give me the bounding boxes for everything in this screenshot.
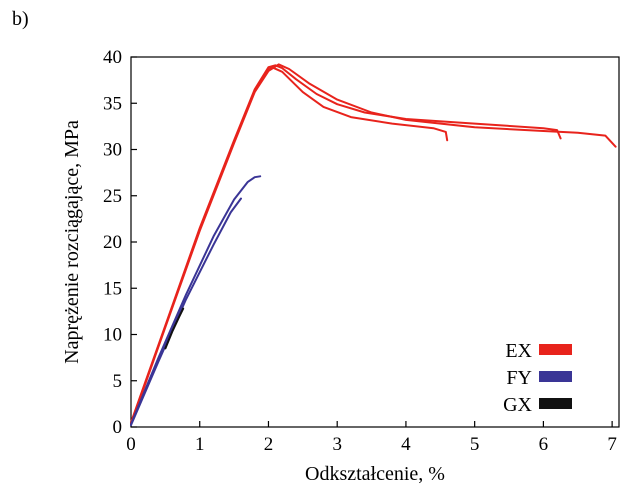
y-tick-label: 5: [113, 371, 123, 392]
x-tick-label: 3: [332, 434, 342, 455]
series-curve-fy: [130, 175, 262, 426]
x-tick-label: 7: [607, 434, 617, 455]
ticks-group: [130, 56, 613, 428]
legend-swatch-fy: [539, 371, 572, 382]
series-curve-fy: [130, 197, 242, 427]
tick-labels-group: 0 1 2 3 4 5 6 7 0 5 10 15 20 25 30 35 40: [103, 47, 617, 455]
y-tick-label: 20: [103, 232, 122, 253]
legend-label-fy: FY: [506, 367, 532, 389]
x-tick-label: 6: [539, 434, 549, 455]
series-curve-gx: [164, 307, 185, 350]
y-tick-label: 40: [103, 47, 122, 68]
y-tick-label: 0: [113, 417, 123, 438]
y-tick-label: 30: [103, 140, 122, 161]
series-curve-ex: [130, 66, 449, 425]
x-tick-label: 1: [195, 434, 205, 455]
legend-label-gx: GX: [503, 394, 532, 416]
y-tick-label: 35: [103, 93, 122, 114]
legend-group: EX FY GX: [503, 340, 572, 416]
y-tick-label: 25: [103, 186, 122, 207]
x-tick-label: 2: [264, 434, 274, 455]
x-axis-title: Odkształcenie, %: [305, 463, 445, 485]
legend-label-ex: EX: [505, 340, 532, 362]
y-tick-label: 15: [103, 278, 122, 299]
curves-group: [130, 63, 617, 427]
x-tick-label: 4: [401, 434, 411, 455]
y-axis-title: Naprężenie rozciągające, MPa: [61, 120, 83, 364]
y-tick-label: 10: [103, 325, 122, 346]
panel-label: b): [12, 8, 29, 30]
x-tick-label: 5: [470, 434, 480, 455]
x-tick-label: 0: [126, 434, 136, 455]
legend-swatch-ex: [539, 344, 572, 355]
series-curve-ex: [130, 63, 617, 426]
legend-swatch-gx: [539, 398, 572, 409]
